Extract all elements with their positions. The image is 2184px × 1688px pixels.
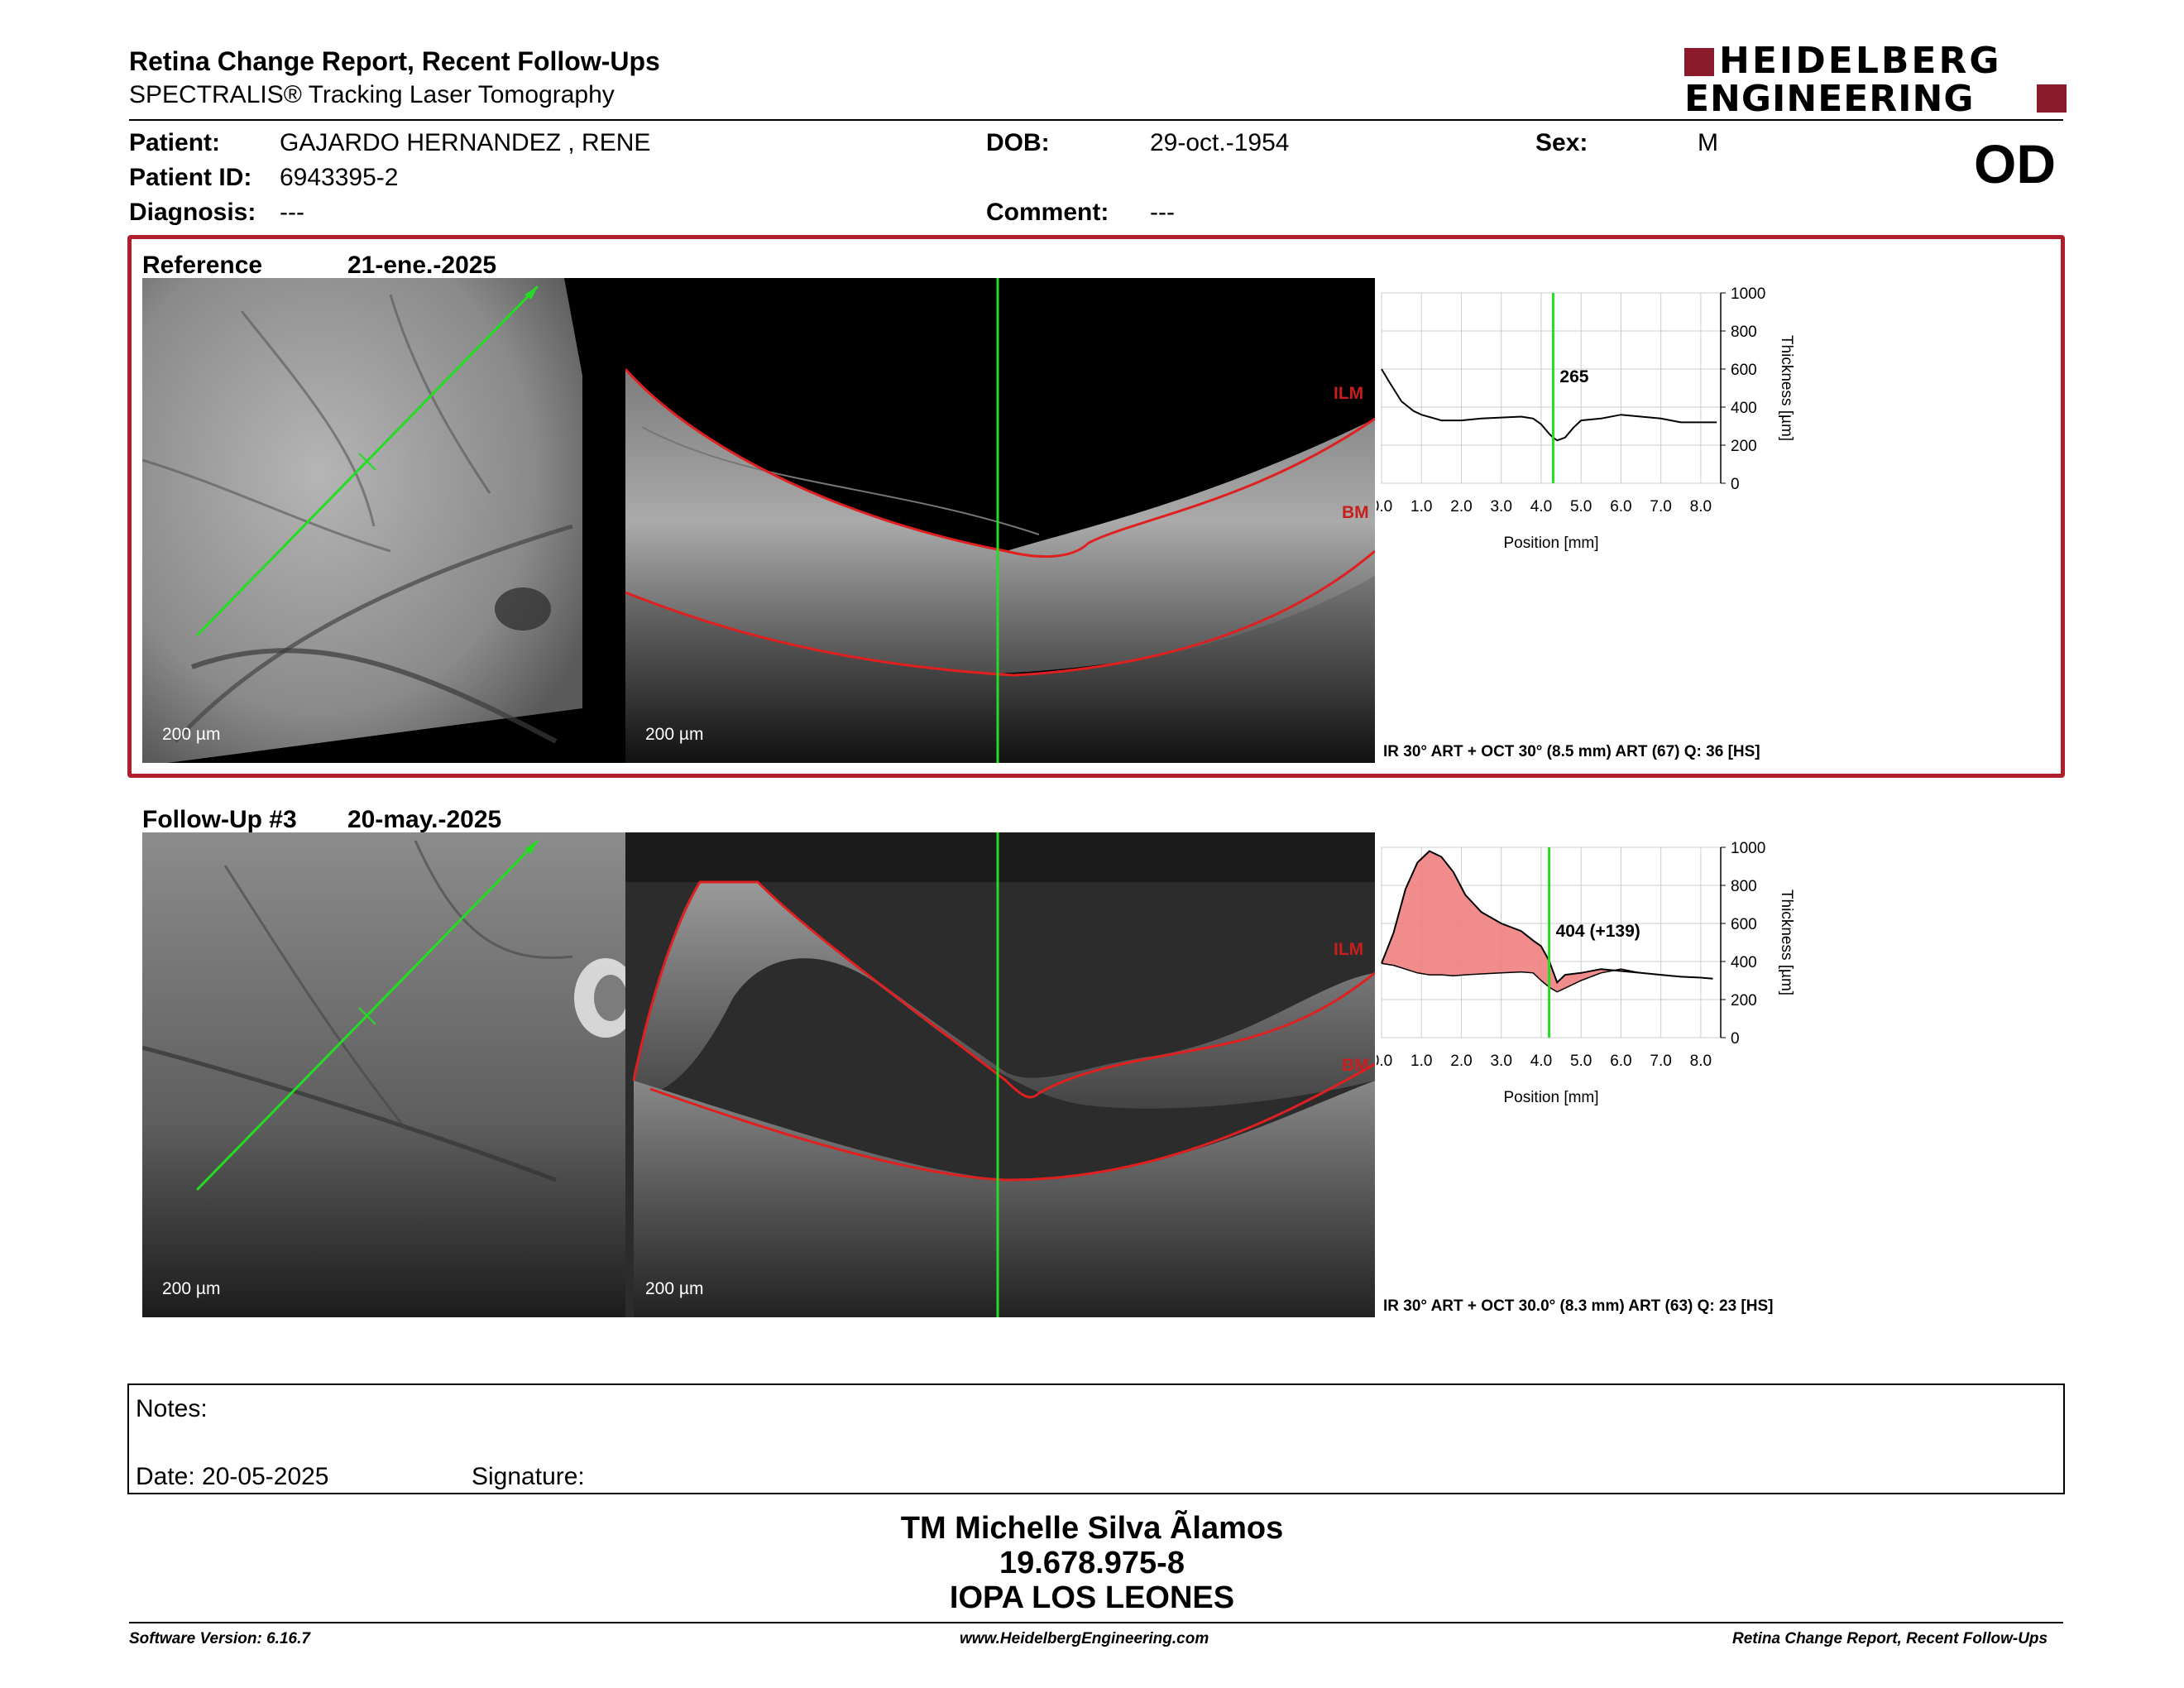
followup-oct-image: ILM BM 200 µm: [625, 832, 1375, 1317]
reference-ir-scalebar: 200 µm: [162, 725, 221, 744]
patient-name-label: Patient:: [129, 129, 221, 156]
footer-report-name: Retina Change Report, Recent Follow-Ups: [1732, 1630, 2048, 1647]
reference-thickness-chart: 1000 800 600 400 200 0 0.0 1.0 2.0 3.0 4.0 5.0 6.0 7.…: [1377, 285, 1795, 552]
followup-chart-ytick-label: 800: [1731, 878, 1757, 895]
reference-chart-thickness-series: [1381, 368, 1717, 442]
followup-chart-xtick-label: 3.0: [1490, 1053, 1511, 1070]
followup-thickness-chart: 1000 800 600 400 200 0 0.0 1.0 2.0 3.0 4.0 5.0 6.0 7.…: [1377, 840, 1795, 1106]
followup-chart-xtick-label: 1.0: [1410, 1053, 1432, 1070]
logo-line2: ENGINEERING: [1684, 78, 1975, 120]
followup-chart-ytick-label: 1000: [1731, 840, 1765, 857]
logo-square-top: [1684, 48, 1714, 76]
followup-chart-xtick-label: 8.0: [1690, 1053, 1712, 1070]
footer-website[interactable]: www.HeidelbergEngineering.com: [960, 1630, 1209, 1647]
reference-chart-xtick-label: 2.0: [1450, 498, 1472, 516]
comment-value: ---: [1150, 199, 1175, 226]
sex-label: Sex:: [1535, 129, 1588, 156]
reference-chart-xtick-label: 7.0: [1650, 498, 1671, 516]
reference-chart-xtick-label: 3.0: [1490, 498, 1511, 516]
sex-value: M: [1698, 129, 1718, 156]
notes-date: Date: 20-05-2025: [136, 1463, 329, 1490]
followup-chart-ytick-label: 200: [1731, 992, 1757, 1009]
followup-chart-xtick-label: 4.0: [1530, 1053, 1552, 1070]
reference-chart-ytick-label: 400: [1731, 400, 1757, 417]
diagnosis-label: Diagnosis:: [129, 199, 256, 226]
followup-chart-difference-area: [1382, 851, 1713, 992]
reference-caption: IR 30° ART + OCT 30° (8.5 mm) ART (67) Q…: [1383, 743, 1760, 760]
reference-chart-xtick-label: 6.0: [1610, 498, 1631, 516]
followup-chart-xtick-label: 7.0: [1650, 1053, 1671, 1070]
reference-chart-xtick-label: 8.0: [1690, 498, 1712, 516]
reference-chart-ytick-label: 200: [1731, 438, 1757, 455]
reference-chart-xtick-label: 5.0: [1570, 498, 1592, 516]
followup-chart-ylabel: Thickness [µm]: [1778, 890, 1795, 995]
patient-id-label: Patient ID:: [129, 164, 252, 191]
followup-oct-scalebar: 200 µm: [645, 1279, 704, 1298]
logo-line1: HEIDELBERG: [1719, 40, 2002, 82]
notes-box[interactable]: [127, 1383, 2065, 1494]
header-divider: [129, 119, 2063, 121]
reference-ilm-line: [625, 368, 1375, 558]
followup-chart-ytick-label: 0: [1731, 1030, 1740, 1048]
signer-rut: 19.678.975-8: [999, 1546, 1185, 1580]
signer-place: IOPA LOS LEONES: [949, 1580, 1235, 1615]
followup-chart-xlabel: Position [mm]: [1503, 1089, 1598, 1106]
followup-chart-xtick-label: 0.0: [1377, 1053, 1392, 1070]
followup-ilm-label: ILM: [1334, 940, 1364, 959]
followup-chart-xtick-label: 2.0: [1450, 1053, 1472, 1070]
logo-square-bottom: [2037, 84, 2067, 113]
reference-chart-xtick-label: 4.0: [1530, 498, 1552, 516]
followup-chart-xtick-label: 6.0: [1610, 1053, 1631, 1070]
followup-chart-marker-value: 404 (+139): [1556, 922, 1640, 941]
followup-caption: IR 30° ART + OCT 30.0° (8.3 mm) ART (63)…: [1383, 1297, 1774, 1315]
reference-oct-image: ILM BM 200 µm: [625, 278, 1375, 763]
reference-chart-ytick-label: 0: [1731, 476, 1740, 493]
reference-panel: [127, 235, 2065, 778]
reference-chart-marker-value: 265: [1559, 367, 1588, 386]
reference-chart-ylabel: Thickness [µm]: [1778, 335, 1795, 441]
report-subtitle: SPECTRALIS® Tracking Laser Tomography: [129, 81, 615, 108]
reference-chart-plot: 1000 800 600 400 200 0 0.0 1.0 2.0 3.0 4.0 5.0 6.0 7.…: [1377, 285, 1795, 552]
reference-ir-image: 200 µm: [142, 278, 625, 763]
reference-label: Reference: [142, 252, 263, 279]
reference-chart-xlabel: Position [mm]: [1503, 535, 1598, 552]
dob-value: 29-oct.-1954: [1150, 129, 1290, 156]
reference-ilm-label: ILM: [1334, 384, 1364, 403]
reference-oct-scalebar: 200 µm: [645, 725, 704, 744]
followup-ilm-line: [632, 880, 1375, 1099]
followup-bm-label: BM: [1342, 1056, 1369, 1075]
followup-chart-thickness-series: [1381, 850, 1713, 985]
comment-label: Comment:: [986, 199, 1109, 226]
reference-chart-ytick-label: 1000: [1731, 285, 1765, 303]
followup-ir-scalebar: 200 µm: [162, 1279, 221, 1298]
reference-chart-xtick-label: 0.0: [1377, 498, 1392, 516]
followup-chart-xtick-label: 5.0: [1570, 1053, 1592, 1070]
reference-chart-xtick-label: 1.0: [1410, 498, 1432, 516]
eye-indicator: OD: [1974, 133, 2056, 194]
footer-software-version: Software Version: 6.16.7: [129, 1630, 310, 1647]
dob-label: DOB:: [986, 129, 1050, 156]
report-title: Retina Change Report, Recent Follow-Ups: [129, 46, 660, 76]
reference-date: 21-ene.-2025: [347, 252, 497, 279]
followup-chart-ytick-label: 600: [1731, 916, 1757, 933]
followup-label: Follow-Up #3: [142, 806, 297, 833]
reference-chart-ytick-label: 800: [1731, 324, 1757, 341]
followup-chart-ytick-label: 400: [1731, 954, 1757, 971]
followup-chart-plot: 1000 800 600 400 200 0 0.0 1.0 2.0 3.0 4.0 5.0 6.0 7.…: [1377, 840, 1795, 1106]
reference-bm-label: BM: [1342, 503, 1369, 522]
heidelberg-logo: HEIDELBERG ENGINEERING: [1684, 40, 2067, 120]
followup-date: 20-may.-2025: [347, 806, 502, 833]
followup-bm-line: [649, 1062, 1375, 1182]
patient-id: 6943395-2: [280, 164, 399, 191]
reference-bm-line: [625, 549, 1375, 677]
notes-signature: Signature:: [472, 1463, 585, 1490]
patient-name: GAJARDO HERNANDEZ , RENE: [280, 129, 651, 156]
reference-chart-ytick-label: 600: [1731, 362, 1757, 379]
signer-name: TM Michelle Silva Ãlamos: [900, 1511, 1284, 1546]
footer-divider: [129, 1622, 2063, 1623]
notes-label: Notes:: [136, 1395, 208, 1422]
followup-ir-image: 200 µm: [142, 832, 625, 1317]
reference-chart-plot-area: [1381, 292, 1722, 484]
diagnosis-value: ---: [280, 199, 304, 226]
